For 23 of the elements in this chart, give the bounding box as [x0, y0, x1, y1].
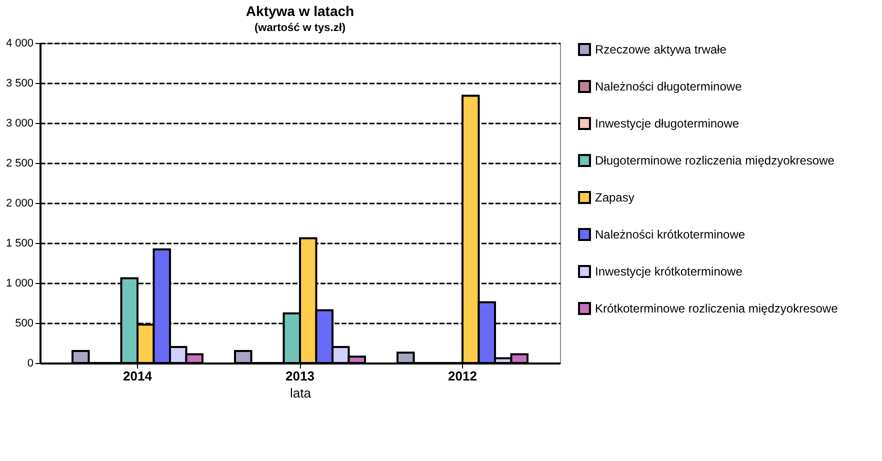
y-tick-label: 3 000	[6, 118, 34, 130]
x-tick-label: 2012	[448, 368, 477, 384]
y-tick-label: 2 500	[6, 158, 34, 170]
x-axis-title: lata	[290, 386, 312, 400]
y-tick-label: 0	[27, 358, 34, 370]
x-tick-label: 2013	[286, 368, 314, 384]
y-tick-label: 500	[15, 318, 34, 330]
legend-label: Inwestycje długoterminowe	[595, 116, 740, 130]
x-tick-label: 2014	[123, 368, 153, 384]
y-tick-label: 2 000	[6, 198, 34, 210]
legend-label: Należności długoterminowe	[595, 80, 742, 94]
y-tick-label: 3 500	[6, 78, 34, 90]
y-tick-label: 1 500	[6, 238, 34, 250]
legend-label: Długoterminowe rozliczenia międzyokresowe	[595, 154, 835, 168]
legend-label: Należności krótkoterminowe	[595, 228, 746, 242]
legend-label: Inwestycje krótkoterminowe	[595, 264, 743, 278]
y-tick-label: 1 000	[6, 278, 34, 290]
legend-label: Zapasy	[595, 190, 634, 204]
chart-title: Aktywa w latach	[246, 3, 354, 19]
legend-label: Krótkoterminowe rozliczenia międzyokresowe	[595, 302, 838, 316]
legend-label: Rzeczowe aktywa trwałe	[595, 42, 727, 56]
chart-subtitle: (wartość w tys.zł)	[254, 22, 346, 34]
y-tick-label: 4 000	[6, 38, 34, 50]
